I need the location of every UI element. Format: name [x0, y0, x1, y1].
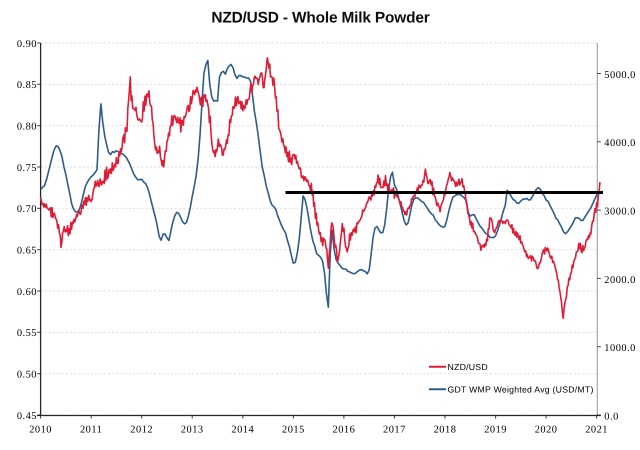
- svg-text:0.50: 0.50: [17, 370, 37, 381]
- svg-text:2018: 2018: [434, 424, 457, 435]
- svg-text:5000.0: 5000.0: [604, 70, 636, 81]
- svg-text:0.85: 0.85: [17, 80, 37, 91]
- svg-text:3000.0: 3000.0: [604, 207, 636, 218]
- svg-text:0.0: 0.0: [604, 411, 619, 422]
- svg-text:2016: 2016: [333, 424, 356, 435]
- svg-text:0.75: 0.75: [17, 163, 37, 174]
- svg-text:GDT WMP Weighted Avg (USD/MT): GDT WMP Weighted Avg (USD/MT): [448, 385, 594, 395]
- svg-text:2015: 2015: [282, 424, 305, 435]
- svg-text:2021: 2021: [585, 424, 608, 435]
- svg-text:2011: 2011: [80, 424, 102, 435]
- svg-text:2013: 2013: [181, 424, 204, 435]
- svg-text:0.55: 0.55: [17, 328, 37, 339]
- svg-text:NZD/USD: NZD/USD: [448, 362, 488, 372]
- svg-text:0.45: 0.45: [17, 411, 37, 422]
- svg-text:2014: 2014: [231, 424, 254, 435]
- svg-text:2020: 2020: [535, 424, 558, 435]
- svg-text:NZD/USD - Whole Milk Powder: NZD/USD - Whole Milk Powder: [211, 10, 429, 27]
- svg-text:0.70: 0.70: [17, 204, 37, 215]
- svg-text:2017: 2017: [383, 424, 406, 435]
- svg-text:0.65: 0.65: [17, 246, 37, 257]
- svg-text:0.90: 0.90: [17, 39, 37, 50]
- svg-text:0.80: 0.80: [17, 122, 37, 133]
- svg-text:1000.0: 1000.0: [604, 343, 636, 354]
- svg-text:2000.0: 2000.0: [604, 275, 636, 286]
- svg-text:4000.0: 4000.0: [604, 138, 636, 149]
- svg-text:0.60: 0.60: [17, 287, 37, 298]
- svg-text:2010: 2010: [29, 424, 52, 435]
- svg-text:2019: 2019: [484, 424, 507, 435]
- svg-text:2012: 2012: [130, 424, 153, 435]
